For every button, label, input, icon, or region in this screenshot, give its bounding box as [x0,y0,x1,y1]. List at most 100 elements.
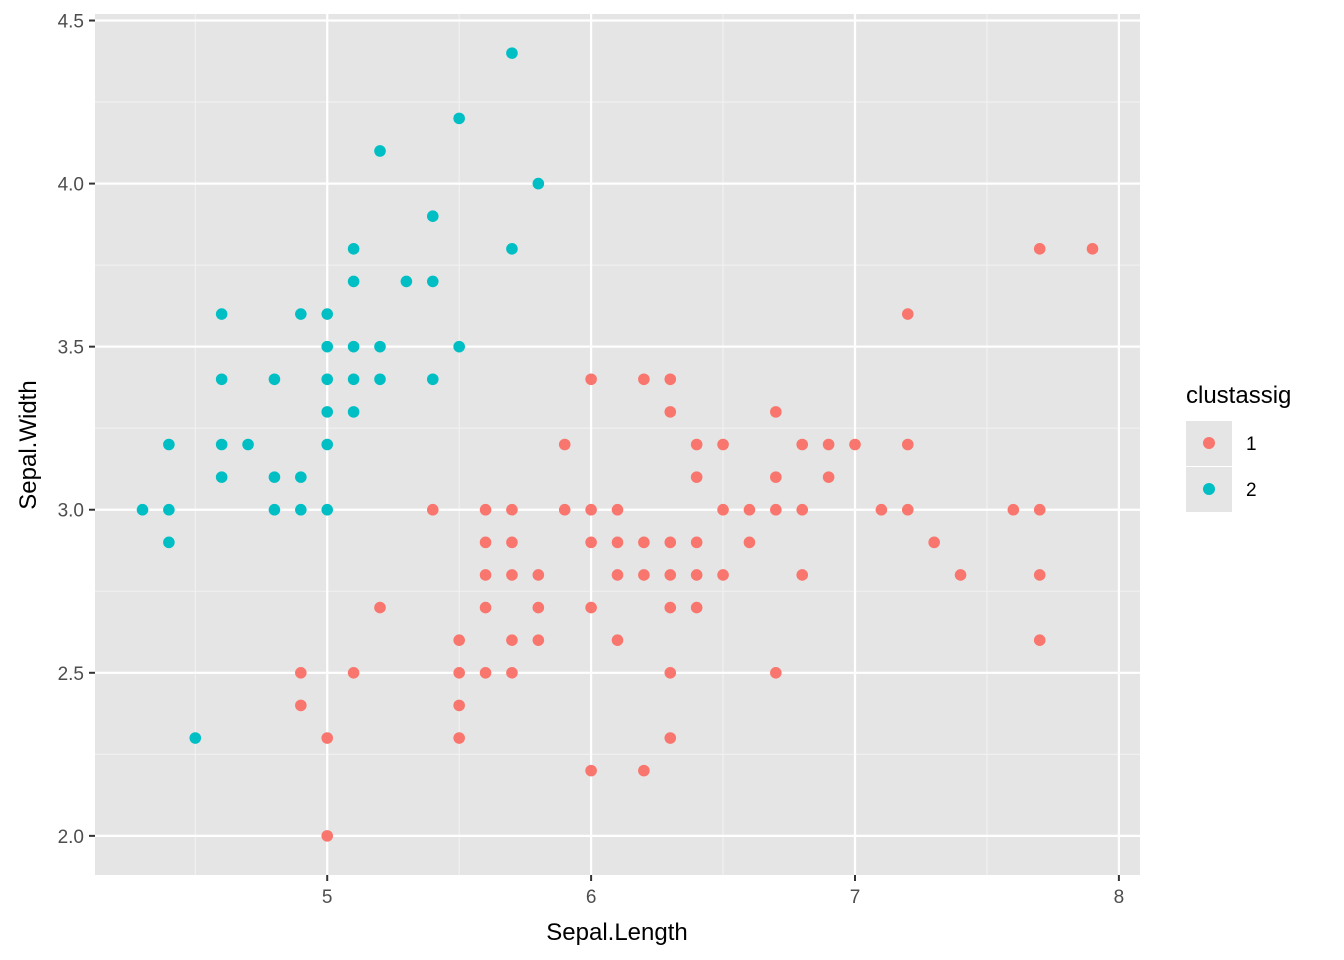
point-cluster-1 [479,601,492,614]
y-tick-label: 4.0 [58,175,84,196]
point-cluster-1 [321,830,334,842]
point-cluster-1 [585,373,597,386]
y-tick-label: 2.5 [58,664,84,685]
point-cluster-2 [426,210,439,223]
point-cluster-1 [743,503,756,516]
legend-marker-1 [1203,437,1215,449]
point-cluster-2 [321,406,334,418]
point-cluster-1 [426,503,439,516]
point-cluster-2 [295,308,307,320]
y-tick-label: 2.0 [58,827,84,848]
legend-title: clustassig [1186,382,1291,409]
point-cluster-1 [901,308,914,320]
y-tick-label: 4.5 [58,12,84,33]
point-cluster-1 [558,503,571,516]
point-cluster-1 [770,503,782,516]
point-cluster-1 [638,569,650,581]
point-cluster-2 [136,503,149,516]
point-cluster-1 [295,699,307,712]
x-tick-label: 6 [586,887,597,908]
x-tick-label: 8 [1114,887,1125,908]
point-cluster-1 [1033,634,1046,646]
point-cluster-1 [664,666,677,679]
point-cluster-1 [638,536,650,549]
point-cluster-1 [611,569,624,581]
point-cluster-1 [506,666,518,679]
point-cluster-1 [585,503,597,516]
point-cluster-1 [611,634,624,646]
point-cluster-2 [268,373,281,386]
point-cluster-2 [347,406,360,418]
point-cluster-1 [558,438,571,451]
point-cluster-1 [1033,243,1046,255]
point-cluster-1 [479,569,492,581]
point-cluster-1 [690,438,703,451]
point-cluster-1 [664,536,677,549]
point-cluster-2 [453,112,465,125]
point-cluster-1 [901,438,914,451]
point-cluster-1 [770,666,782,679]
point-cluster-2 [268,471,281,483]
point-cluster-2 [400,275,413,288]
point-cluster-1 [796,438,809,451]
point-cluster-1 [374,601,386,614]
point-cluster-2 [506,243,518,255]
point-cluster-1 [770,406,782,418]
point-cluster-1 [479,503,492,516]
point-cluster-1 [638,764,650,777]
point-cluster-1 [743,536,756,549]
point-cluster-2 [321,340,334,353]
point-cluster-1 [796,569,809,581]
point-cluster-1 [796,503,809,516]
point-cluster-2 [374,340,386,353]
point-cluster-1 [532,634,545,646]
point-cluster-2 [347,243,360,255]
legend-marker-2 [1203,483,1215,495]
point-cluster-2 [295,471,307,483]
point-cluster-2 [347,275,360,288]
point-cluster-1 [664,601,677,614]
point-cluster-2 [453,340,465,353]
point-cluster-1 [664,406,677,418]
point-cluster-1 [901,503,914,516]
point-cluster-2 [506,47,518,59]
point-cluster-1 [690,601,703,614]
point-cluster-1 [532,601,545,614]
point-cluster-1 [506,634,518,646]
point-cluster-1 [1086,243,1099,255]
point-cluster-1 [532,569,545,581]
point-cluster-2 [532,177,545,190]
point-cluster-1 [506,569,518,581]
legend-label-2: 2 [1246,480,1257,501]
point-cluster-2 [374,145,386,157]
point-cluster-1 [717,503,729,516]
point-cluster-2 [268,503,281,516]
x-axis-title: Sepal.Length [546,919,687,946]
point-cluster-1 [611,536,624,549]
point-cluster-2 [163,503,175,516]
x-tick-label: 5 [322,887,333,908]
point-cluster-1 [1033,503,1046,516]
point-cluster-1 [664,732,677,744]
point-cluster-2 [242,438,254,451]
x-tick-label: 7 [850,887,861,908]
point-cluster-1 [822,438,835,451]
point-cluster-1 [770,471,782,483]
point-cluster-1 [664,569,677,581]
point-cluster-1 [690,471,703,483]
point-cluster-2 [321,438,334,451]
point-cluster-1 [717,569,729,581]
point-cluster-1 [506,503,518,516]
point-cluster-1 [295,666,307,679]
point-cluster-1 [585,764,597,777]
point-cluster-1 [506,536,518,549]
panel-background [95,14,1140,875]
point-cluster-2 [426,275,439,288]
point-cluster-1 [664,373,677,386]
point-cluster-2 [163,438,175,451]
point-cluster-1 [321,732,334,744]
point-cluster-2 [321,503,334,516]
point-cluster-1 [453,634,465,646]
point-cluster-2 [215,471,228,483]
y-tick-label: 3.5 [58,338,84,359]
